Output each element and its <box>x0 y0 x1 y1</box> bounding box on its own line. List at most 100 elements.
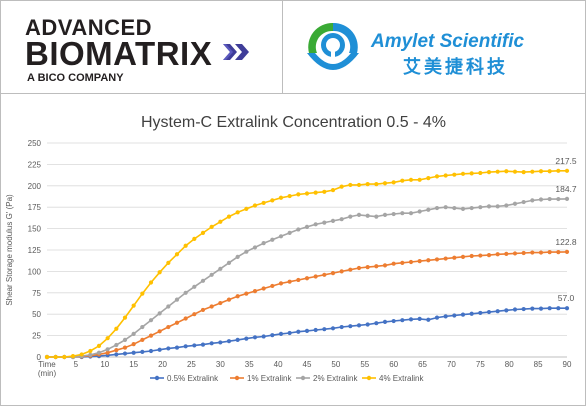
advanced-biomatrix-logo-tagline: A BICO COMPANY <box>27 72 124 84</box>
y-tick-label: 250 <box>28 139 42 148</box>
x-tick-label: 80 <box>505 360 514 369</box>
data-point <box>322 327 327 332</box>
data-point <box>140 349 145 354</box>
data-point <box>192 284 197 289</box>
data-point <box>426 175 431 181</box>
data-point <box>495 204 500 209</box>
data-point <box>374 181 379 187</box>
legend-marker <box>154 375 160 381</box>
data-point <box>209 304 214 309</box>
data-point <box>391 261 396 266</box>
data-point <box>374 214 379 219</box>
data-point <box>322 189 327 194</box>
data-point <box>209 341 214 346</box>
data-point <box>391 211 396 217</box>
data-point <box>322 272 327 277</box>
x-axis-unit-label: (min) <box>38 369 57 378</box>
data-point <box>452 205 457 211</box>
data-point <box>521 170 526 175</box>
data-point <box>426 207 431 212</box>
data-point <box>538 250 544 255</box>
x-tick-label: 30 <box>216 360 225 369</box>
data-point <box>434 257 440 262</box>
data-point <box>252 203 258 208</box>
data-point <box>521 199 526 205</box>
data-point <box>313 274 318 279</box>
data-point <box>564 196 570 201</box>
data-point <box>495 252 500 257</box>
x-tick-label: 40 <box>274 360 283 369</box>
data-point <box>339 217 344 222</box>
data-point <box>96 350 102 355</box>
data-point <box>356 182 362 188</box>
x-tick-label: 35 <box>245 360 254 369</box>
data-point <box>556 196 561 202</box>
data-point <box>174 345 180 350</box>
data-point <box>235 254 240 259</box>
data-point <box>469 205 474 211</box>
data-point <box>131 350 136 355</box>
data-point <box>218 340 223 345</box>
data-point <box>538 169 544 174</box>
data-point <box>304 328 310 333</box>
y-tick-label: 100 <box>28 267 42 276</box>
data-point <box>62 354 67 360</box>
x-tick-label: 50 <box>331 360 340 369</box>
data-point <box>504 203 509 208</box>
data-point <box>556 250 561 255</box>
data-point <box>417 316 422 322</box>
data-point <box>296 192 301 197</box>
data-point <box>391 318 396 324</box>
data-point <box>131 342 136 347</box>
legend-marker <box>366 375 372 381</box>
data-point <box>192 312 197 317</box>
data-point <box>478 205 483 210</box>
x-tick-label: 15 <box>129 360 138 369</box>
data-point <box>443 256 448 261</box>
data-point <box>400 211 405 216</box>
data-point <box>226 260 232 265</box>
data-point <box>417 177 422 182</box>
data-point <box>512 169 518 174</box>
data-point <box>478 310 483 316</box>
data-point <box>183 316 188 321</box>
data-point <box>157 311 162 316</box>
data-point <box>287 330 292 336</box>
data-point <box>183 243 188 248</box>
data-point <box>131 303 136 308</box>
x-tick-label: 55 <box>360 360 369 369</box>
data-point <box>174 320 180 325</box>
data-point <box>252 288 258 294</box>
data-point <box>235 210 240 215</box>
data-point <box>226 297 232 302</box>
data-point <box>270 198 275 203</box>
data-point <box>547 169 552 174</box>
data-point <box>478 253 483 258</box>
advanced-biomatrix-logo-line1: ADVANCED <box>25 15 153 40</box>
data-point <box>486 309 492 315</box>
data-point <box>148 280 154 285</box>
data-point <box>512 307 518 312</box>
data-point <box>157 329 162 334</box>
data-point <box>530 250 535 255</box>
legend-entry: 0.5% Extralink <box>167 374 219 383</box>
data-point <box>244 336 249 341</box>
data-point <box>148 318 154 323</box>
legend-entry: 2% Extralink <box>313 374 358 383</box>
data-point <box>417 209 422 214</box>
data-point <box>322 220 327 225</box>
data-point <box>105 336 110 341</box>
data-point <box>44 354 50 360</box>
data-point <box>174 252 180 257</box>
data-point <box>244 206 249 212</box>
data-point <box>53 354 58 360</box>
data-point <box>356 323 362 328</box>
data-point <box>122 345 128 350</box>
data-point <box>296 227 301 232</box>
data-point <box>122 337 128 342</box>
data-point <box>140 324 145 330</box>
data-point <box>287 279 292 284</box>
data-label: 217.5 <box>555 156 577 166</box>
chart-title: Hystem-C Extralink Concentration 0.5 - 4… <box>141 114 446 131</box>
data-point <box>469 253 474 259</box>
